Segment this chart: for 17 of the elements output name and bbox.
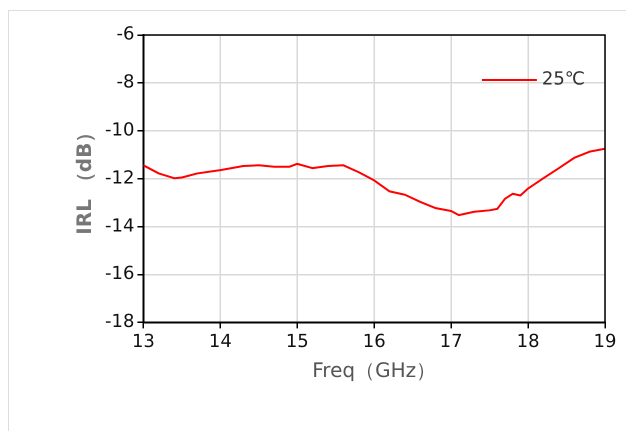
y-tick-label: -12 — [104, 167, 134, 188]
x-tick-label: 16 — [362, 330, 386, 352]
x-tick-label: 14 — [208, 330, 232, 352]
y-tick-label: -10 — [104, 119, 134, 140]
x-tick-label: 19 — [594, 330, 616, 352]
y-tick-label: -14 — [104, 215, 134, 236]
x-tick-label: 15 — [286, 330, 309, 352]
legend-label: 25℃ — [542, 68, 586, 90]
x-tick-label: 13 — [132, 330, 155, 352]
y-axis-title: IRL （dB） — [72, 122, 96, 235]
y-tick-label: -18 — [104, 311, 134, 332]
x-axis-title: Freq（GHz） — [312, 358, 436, 382]
y-tick-label: -8 — [116, 72, 134, 93]
y-tick-label: -16 — [104, 263, 134, 284]
y-tick-label: -6 — [116, 24, 134, 45]
x-tick-label: 17 — [440, 330, 463, 352]
x-tick-label: 18 — [516, 330, 540, 352]
